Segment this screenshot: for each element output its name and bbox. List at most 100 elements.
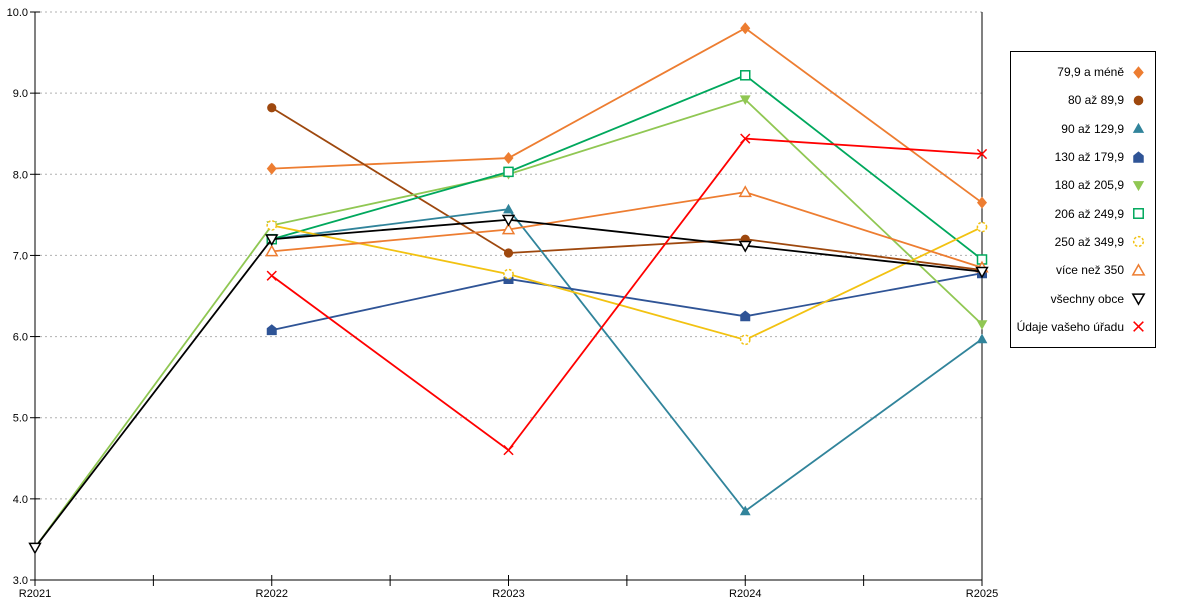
x-marker-icon <box>1133 321 1144 333</box>
data-point-marker <box>740 133 751 144</box>
data-point-marker <box>1132 180 1145 191</box>
legend-item-label: Údaje vašeho úřadu <box>1016 319 1124 334</box>
circle-marker-icon <box>1133 95 1144 106</box>
data-point-marker <box>738 185 752 198</box>
series-line <box>271 224 983 341</box>
series-6 <box>266 220 988 346</box>
x-tick-label: R2021 <box>19 588 51 600</box>
data-point-marker <box>266 220 278 231</box>
legend-item-9: Údaje vašeho úřadu <box>1011 313 1155 341</box>
data-point-marker <box>28 542 42 555</box>
legend-item-label: 206 až 249,9 <box>1054 206 1124 221</box>
data-point-marker <box>738 240 752 253</box>
data-point-marker <box>976 333 988 344</box>
series-2 <box>266 203 988 516</box>
y-tick-label: 4.0 <box>13 494 28 506</box>
axis-tick-labels: 3.0 4.0 5.0 6.0 7.0 8.0 9.0 10.0 R2021 R2022 R2023… <box>7 7 999 600</box>
data-point-marker <box>1133 208 1144 220</box>
legend-item-label: 79,9 a méně <box>1057 65 1124 80</box>
x-tick-label: R2023 <box>492 588 524 600</box>
data-point-marker <box>501 222 516 235</box>
data-point-marker <box>503 248 514 258</box>
data-point-marker <box>1132 236 1145 248</box>
legend-item-6: 250 až 349,9 <box>1011 228 1155 256</box>
y-tick-label: 9.0 <box>13 88 28 100</box>
legend-item-label: více než 350 <box>1055 263 1124 278</box>
axes <box>30 11 983 586</box>
legend-item-4: 180 až 205,9 <box>1011 171 1155 199</box>
series-1 <box>267 103 987 275</box>
y-tick-label: 6.0 <box>13 332 28 344</box>
data-point-marker <box>503 166 514 178</box>
diamond-marker-icon <box>1133 65 1144 79</box>
y-tick-label: 3.0 <box>13 575 28 587</box>
legend-item-label: 250 až 349,9 <box>1054 234 1124 249</box>
data-point-marker <box>1131 263 1146 276</box>
legend-item-label: 80 až 89,9 <box>1067 93 1124 108</box>
series-0 <box>266 22 987 209</box>
circle-marker-icon <box>1132 236 1145 248</box>
triangle-down-marker-icon <box>1132 180 1145 191</box>
x-tick-label: R2024 <box>729 588 761 600</box>
y-tick-label: 5.0 <box>13 413 28 425</box>
triangle-up-marker-icon <box>1132 123 1145 134</box>
data-point-marker <box>740 22 751 35</box>
data-point-marker <box>503 203 514 214</box>
data-point-marker <box>266 162 277 175</box>
data-point-marker <box>739 334 751 346</box>
data-point-marker <box>503 152 514 165</box>
legend-item-label: všechny obce <box>1050 291 1124 306</box>
series-line <box>271 208 983 513</box>
data-point-marker <box>977 196 987 209</box>
series-line <box>271 137 983 452</box>
series-8 <box>28 214 989 555</box>
legend-item-label: 130 až 179,9 <box>1054 150 1124 165</box>
data-point-marker <box>265 244 279 257</box>
y-tick-label: 8.0 <box>13 169 28 181</box>
series-4 <box>29 95 988 553</box>
data-point-marker <box>503 445 514 456</box>
data-point-marker <box>739 95 751 106</box>
series-7 <box>265 185 989 273</box>
data-point-marker <box>1132 123 1145 134</box>
data-point-marker <box>740 70 751 81</box>
data-point-marker <box>1133 95 1144 106</box>
legend-item-label: 90 až 129,9 <box>1061 121 1124 136</box>
chart-legend: 79,9 a méně 80 až 89,9 90 až 129,9 130 až 1… <box>1010 51 1156 348</box>
data-point-marker <box>266 324 277 336</box>
data-point-marker <box>740 310 751 322</box>
legend-item-8: všechny obce <box>1011 285 1155 313</box>
y-tick-label: 10.0 <box>7 7 28 19</box>
legend-item-3: 130 až 179,9 <box>1011 143 1155 171</box>
triangle-down-marker-icon <box>1131 293 1146 306</box>
series-line <box>271 272 983 331</box>
series-line <box>271 74 983 261</box>
x-tick-label: R2025 <box>966 588 998 600</box>
series-9 <box>266 133 988 456</box>
data-point-marker <box>976 148 988 160</box>
series-line <box>271 106 983 271</box>
data-point-marker <box>1133 65 1144 79</box>
legend-item-5: 206 až 249,9 <box>1011 200 1155 228</box>
data-point-marker <box>265 234 279 247</box>
series-line <box>34 218 983 549</box>
series-3 <box>266 267 987 336</box>
square-marker-icon <box>1133 208 1144 220</box>
data-point-marker <box>975 266 989 279</box>
data-point-marker <box>1131 293 1146 306</box>
data-point-marker <box>267 103 277 113</box>
data-point-marker <box>1133 150 1144 163</box>
data-point-marker <box>501 214 516 227</box>
legend-item-7: více než 350 <box>1011 256 1155 284</box>
legend-item-0: 79,9 a méně <box>1011 58 1155 86</box>
legend-item-1: 80 až 89,9 <box>1011 86 1155 114</box>
x-tick-label: R2022 <box>256 588 288 600</box>
y-tick-label: 7.0 <box>13 250 28 262</box>
data-point-marker <box>503 268 514 280</box>
data-point-marker <box>739 505 751 516</box>
data-point-marker <box>976 221 988 233</box>
series-line <box>271 191 983 269</box>
data-point-marker <box>976 320 988 330</box>
